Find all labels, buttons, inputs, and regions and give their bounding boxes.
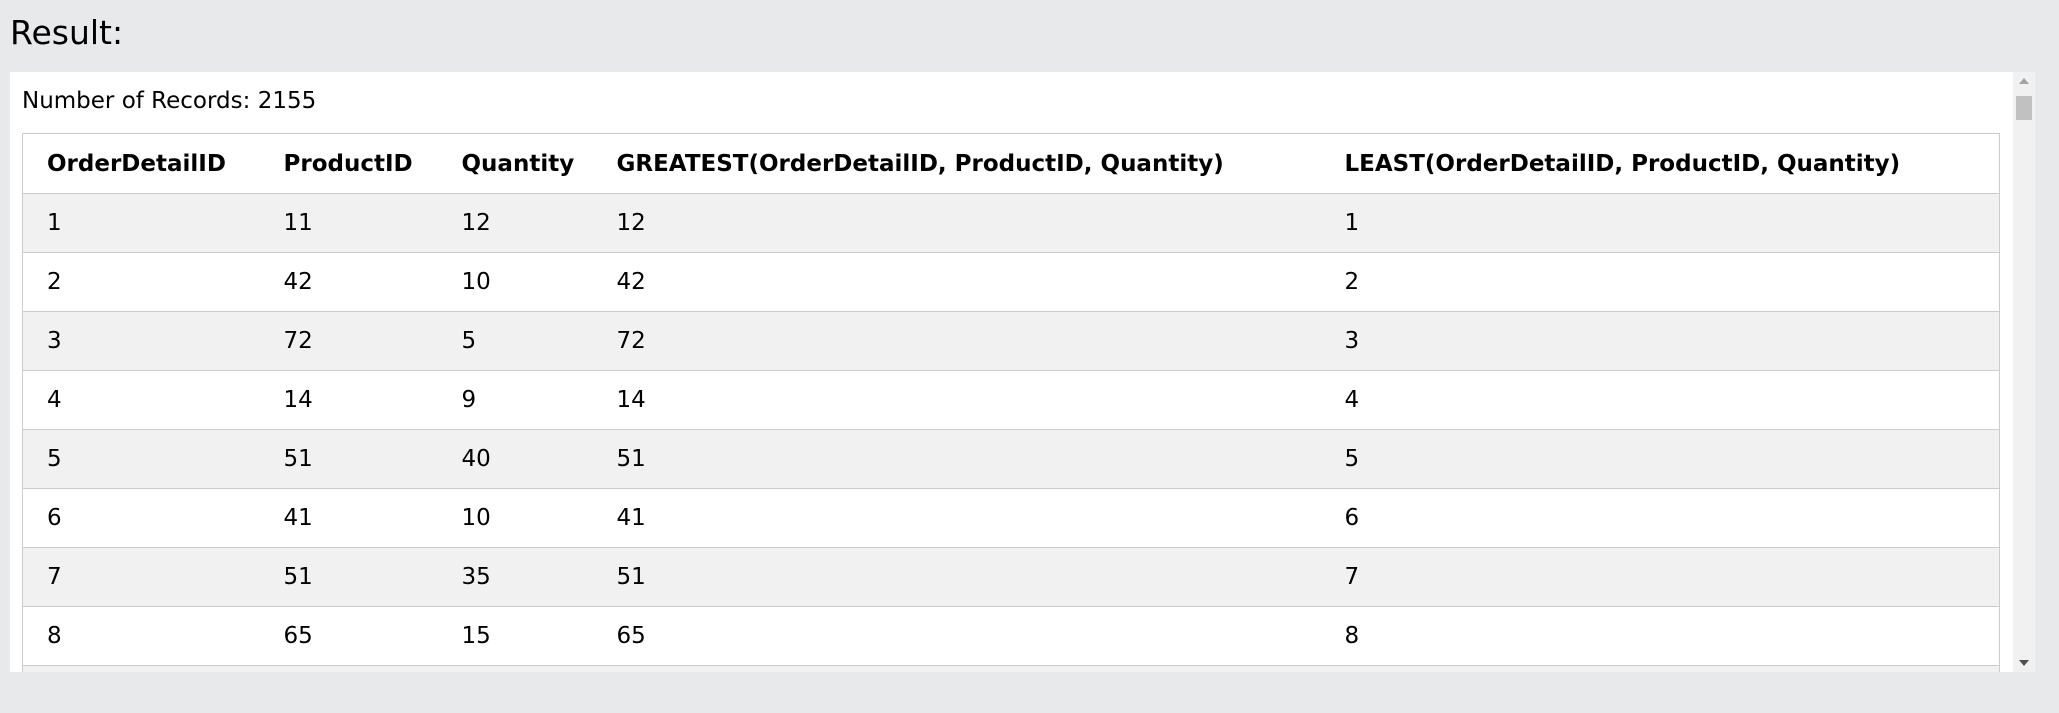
table-cell: 14 [259, 370, 438, 430]
table-cell: 10 [437, 488, 593, 548]
table-row [22, 665, 2000, 672]
table-cell: 6 [1320, 488, 2000, 548]
table-cell: 65 [592, 606, 1321, 666]
table-cell: 42 [259, 252, 438, 312]
header-row: OrderDetailID ProductID Quantity GREATEST(O… [22, 133, 2000, 194]
table-cell: 1 [1320, 193, 2000, 253]
table-cell [1320, 665, 2000, 672]
table-cell: 35 [437, 547, 593, 607]
column-header[interactable]: GREATEST(OrderDetailID, ProductID, Quant… [592, 133, 1321, 194]
table-cell [259, 665, 438, 672]
table-cell: 40 [437, 429, 593, 489]
table-cell: 42 [592, 252, 1321, 312]
table-cell: 10 [437, 252, 593, 312]
table-row: 7 51 35 51 7 [22, 547, 2000, 607]
table-cell: 11 [259, 193, 438, 253]
table-cell: 4 [1320, 370, 2000, 430]
column-header[interactable]: OrderDetailID [22, 133, 260, 194]
table-cell: 51 [259, 547, 438, 607]
table-cell: 12 [592, 193, 1321, 253]
table-row: 1 11 12 12 1 [22, 193, 2000, 253]
table-cell: 3 [1320, 311, 2000, 371]
table-cell: 5 [1320, 429, 2000, 489]
table-cell [437, 665, 593, 672]
result-table: OrderDetailID ProductID Quantity GREATEST(O… [22, 133, 2000, 672]
table-cell: 8 [22, 606, 260, 666]
result-title: Result: [10, 13, 124, 52]
scroll-thumb[interactable] [2016, 96, 2032, 120]
table-cell: 14 [592, 370, 1321, 430]
column-header[interactable]: Quantity [437, 133, 593, 194]
table-cell: 7 [1320, 547, 2000, 607]
table-cell [22, 665, 260, 672]
table-row: 8 65 15 65 8 [22, 606, 2000, 666]
table-cell: 8 [1320, 606, 2000, 666]
table-cell: 2 [1320, 252, 2000, 312]
table-row: 5 51 40 51 5 [22, 429, 2000, 489]
column-header[interactable]: ProductID [259, 133, 438, 194]
table-cell: 51 [259, 429, 438, 489]
table-cell: 41 [259, 488, 438, 548]
table-body: 1 11 12 12 1 2 42 10 42 2 3 72 5 72 3 4 14 9 14 4 5 51 40 51 5 6 4… [22, 193, 2000, 672]
table-row: 6 41 10 41 6 [22, 488, 2000, 548]
table-cell: 51 [592, 547, 1321, 607]
table-row: 2 42 10 42 2 [22, 252, 2000, 312]
table-cell: 5 [22, 429, 260, 489]
table-cell: 2 [22, 252, 260, 312]
table-cell: 9 [437, 370, 593, 430]
table-cell: 7 [22, 547, 260, 607]
table-cell: 65 [259, 606, 438, 666]
table-cell: 15 [437, 606, 593, 666]
table-cell: 12 [437, 193, 593, 253]
table-cell: 6 [22, 488, 260, 548]
table-cell: 4 [22, 370, 260, 430]
table-cell: 51 [592, 429, 1321, 489]
table-row: 4 14 9 14 4 [22, 370, 2000, 430]
table-cell: 72 [259, 311, 438, 371]
result-panel: Number of Records: 2155 OrderDetailID Pro… [10, 72, 2035, 672]
table-cell: 5 [437, 311, 593, 371]
table-cell: 72 [592, 311, 1321, 371]
table-cell: 1 [22, 193, 260, 253]
scroll-down[interactable] [2019, 660, 2029, 666]
scrollbar[interactable] [2013, 72, 2035, 672]
scroll-up[interactable] [2019, 78, 2029, 84]
table-cell: 3 [22, 311, 260, 371]
record-count: Number of Records: 2155 [22, 88, 317, 114]
table-cell [592, 665, 1321, 672]
column-header[interactable]: LEAST(OrderDetailID, ProductID, Quantity… [1320, 133, 2000, 194]
table-row: 3 72 5 72 3 [22, 311, 2000, 371]
table-cell: 41 [592, 488, 1321, 548]
